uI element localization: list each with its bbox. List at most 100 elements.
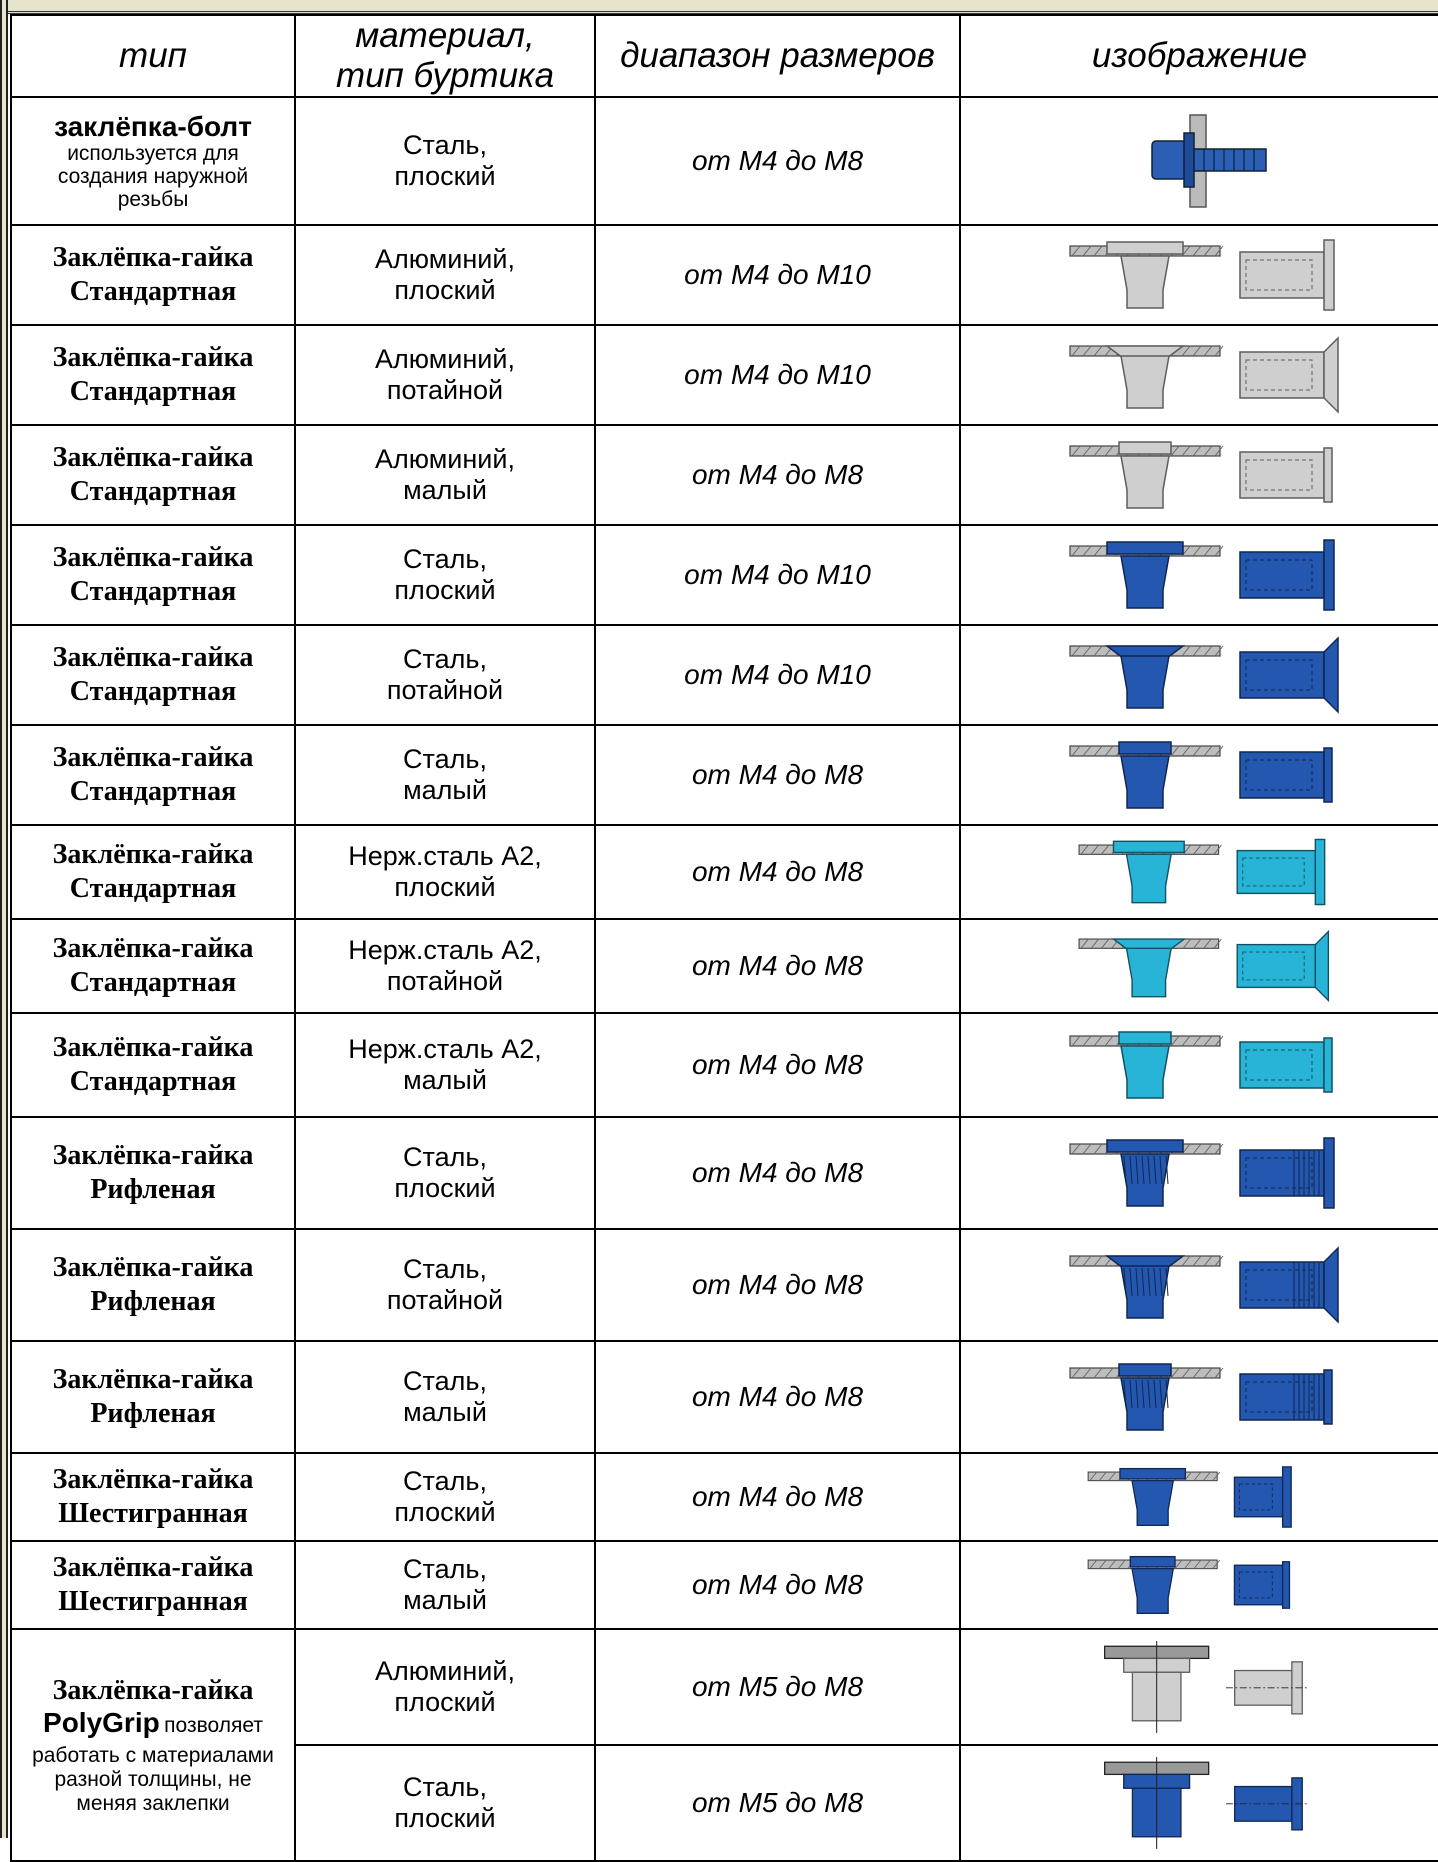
- range-cell: от М5 до М8: [594, 1628, 961, 1746]
- type-cell: Заклёпка-гайка Стандартная: [10, 524, 296, 626]
- type-cell: Заклёпка-гайка Рифленая: [10, 1228, 296, 1342]
- type-cell: Заклёпка-гайка Стандартная: [10, 824, 296, 920]
- header-range: диапазон размеров: [594, 14, 961, 98]
- image-cell: [959, 724, 1438, 826]
- rivet-nut-illustration: [1078, 838, 1325, 906]
- material-line2: потайной: [386, 675, 504, 705]
- material-cell: Сталь, потайной: [294, 624, 596, 726]
- table-row: Заклёпка-гайка Стандартная Сталь, плоский …: [10, 524, 1438, 626]
- type-cell: Заклёпка-гайка Шестигранная: [10, 1540, 296, 1630]
- image-cell: [959, 96, 1438, 226]
- type-title-line1: Заклёпка-гайка: [52, 839, 254, 870]
- table-row: Заклёпка-гайка Стандартная Алюминий, малый…: [10, 424, 1438, 526]
- rivet-bolt-illustration: [1150, 114, 1267, 208]
- material-line1: Сталь,: [403, 1554, 487, 1584]
- range-cell: от М4 до М8: [594, 96, 961, 226]
- hex-rivet-nut-illustration: [1087, 1466, 1292, 1528]
- range-cell: от М4 до М8: [594, 918, 961, 1014]
- material-line1: Сталь,: [403, 1254, 487, 1284]
- type-cell: Заклёпка-гайка Стандартная: [10, 918, 296, 1014]
- type-title-line1: Заклёпка-гайка: [52, 1032, 254, 1063]
- material-line1: Алюминий,: [375, 444, 515, 474]
- type-title-line2: Стандартная: [69, 676, 237, 707]
- material-line2: потайной: [386, 966, 504, 996]
- material-line1: Сталь,: [403, 544, 487, 574]
- material-line1: Сталь,: [403, 1772, 487, 1802]
- material-cell: Сталь, потайной: [294, 1228, 596, 1342]
- table-row: Заклёпка-гайка Шестигранная Сталь, плоский…: [10, 1452, 1438, 1542]
- type-title-line2: Шестигранная: [58, 1498, 248, 1529]
- left-border: [0, 0, 8, 1838]
- header-material-line1: материал,: [355, 16, 535, 55]
- type-title-line1: Заклёпка-гайка: [52, 742, 254, 773]
- table-row: Заклёпка-гайка Стандартная Алюминий, потай…: [10, 324, 1438, 426]
- range-cell: от М4 до М10: [594, 224, 961, 326]
- rivet-nut-illustration: [1068, 336, 1339, 414]
- material-line1: Сталь,: [403, 1366, 487, 1396]
- type-title-line2: Рифленая: [90, 1398, 216, 1429]
- image-cell: [959, 624, 1438, 726]
- material-cell: Нерж.сталь А2, малый: [294, 1012, 596, 1118]
- type-title-line2: Стандартная: [69, 576, 237, 607]
- material-line2: плоский: [394, 1687, 496, 1717]
- polygrip-desc-inline: позволяет: [164, 1714, 263, 1737]
- type-title-line2: Рифленая: [90, 1174, 216, 1205]
- material-line2: плоский: [394, 1173, 496, 1203]
- type-cell: Заклёпка-гайка Стандартная: [10, 624, 296, 726]
- range-cell: от М4 до М10: [594, 524, 961, 626]
- material-cell: Сталь, плоский: [294, 96, 596, 226]
- image-cell: [959, 1540, 1438, 1630]
- type-cell: Заклёпка-гайка Рифленая: [10, 1116, 296, 1230]
- rivet-nut-illustration: [1068, 636, 1339, 714]
- table-row: Заклёпка-гайка Рифленая Сталь, плоский от …: [10, 1116, 1438, 1230]
- polygrip-rivet-nut-illustration: [1103, 1641, 1308, 1733]
- material-line2: плоский: [394, 275, 496, 305]
- table-row: Заклёпка-гайка Стандартная Нерж.сталь А2,…: [10, 1012, 1438, 1118]
- knurled-rivet-nut-illustration: [1068, 1137, 1335, 1209]
- type-cell: Заклёпка-гайка Стандартная: [10, 224, 296, 326]
- type-title-line1: Заклёпка-гайка: [52, 1552, 254, 1583]
- range-cell: от М4 до М8: [594, 1116, 961, 1230]
- material-line1: Сталь,: [403, 1142, 487, 1172]
- range-cell: от М4 до М10: [594, 624, 961, 726]
- range-cell: от М4 до М8: [594, 424, 961, 526]
- material-cell: Алюминий, потайной: [294, 324, 596, 426]
- table-row: заклёпка-болт используется для создания …: [10, 96, 1438, 226]
- material-line1: Сталь,: [403, 130, 487, 160]
- material-cell: Сталь, малый: [294, 724, 596, 826]
- material-cell: Сталь, плоский: [294, 1744, 596, 1862]
- material-line2: малый: [403, 1065, 487, 1095]
- range-cell: от М4 до М8: [594, 1228, 961, 1342]
- type-description: используется для создания наружной резьб…: [57, 141, 249, 211]
- material-cell: Сталь, плоский: [294, 1452, 596, 1542]
- rivet-nut-illustration: [1068, 741, 1333, 809]
- image-cell: [959, 1452, 1438, 1542]
- type-title-line2: Шестигранная: [58, 1586, 248, 1617]
- material-cell: Алюминий, плоский: [294, 224, 596, 326]
- rivet-nut-illustration: [1078, 929, 1329, 1003]
- material-line2: малый: [403, 475, 487, 505]
- header-material: материал, тип буртика: [294, 14, 596, 98]
- table-row: Заклёпка-гайка Стандартная Сталь, потайной…: [10, 624, 1438, 726]
- table-row: Заклёпка-гайка Шестигранная Сталь, малый о…: [10, 1540, 1438, 1630]
- type-cell: Заклёпка-гайка Стандартная: [10, 724, 296, 826]
- type-cell: Заклёпка-гайка Стандартная: [10, 424, 296, 526]
- type-title-line1: Заклёпка-гайка: [52, 642, 254, 673]
- image-cell: [959, 1228, 1438, 1342]
- range-cell: от М4 до М8: [594, 1012, 961, 1118]
- image-cell: [959, 224, 1438, 326]
- type-title-line1: Заклёпка-гайка: [52, 342, 254, 373]
- range-cell: от М4 до М8: [594, 1340, 961, 1454]
- rivet-nut-illustration: [1068, 441, 1333, 509]
- image-cell: [959, 524, 1438, 626]
- material-line1: Нерж.сталь А2,: [348, 935, 542, 965]
- type-title-line1: Заклёпка-гайка: [52, 1252, 254, 1283]
- material-line2: малый: [403, 775, 487, 805]
- range-cell: от М4 до М8: [594, 724, 961, 826]
- material-line2: потайной: [386, 1285, 504, 1315]
- header-image: изображение: [959, 14, 1438, 98]
- type-title-line2: Стандартная: [69, 1066, 237, 1097]
- image-cell: [959, 1116, 1438, 1230]
- polygrip-rivet-nut-illustration: [1103, 1757, 1308, 1849]
- table-row: Заклёпка-гайка Рифленая Сталь, малый от М4…: [10, 1340, 1438, 1454]
